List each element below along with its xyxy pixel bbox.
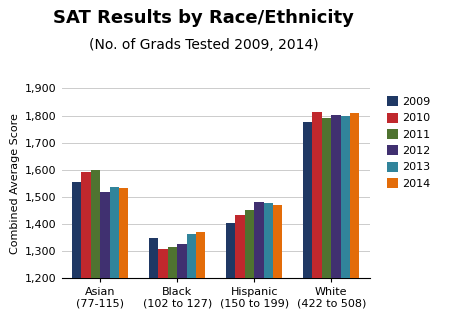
- Bar: [322, 118, 331, 316]
- Bar: [109, 187, 119, 316]
- Bar: [254, 202, 264, 316]
- Bar: [350, 113, 359, 316]
- Bar: [91, 170, 100, 316]
- Bar: [168, 247, 177, 316]
- Bar: [72, 182, 82, 316]
- Bar: [177, 244, 187, 316]
- Bar: [245, 210, 254, 316]
- Bar: [312, 112, 322, 316]
- Bar: [187, 234, 196, 316]
- Y-axis label: Combined Average Score: Combined Average Score: [9, 113, 19, 254]
- Bar: [303, 122, 312, 316]
- Bar: [196, 232, 205, 316]
- Bar: [119, 188, 128, 316]
- Bar: [264, 203, 273, 316]
- Bar: [273, 205, 283, 316]
- Bar: [226, 223, 236, 316]
- Legend: 2009, 2010, 2011, 2012, 2013, 2014: 2009, 2010, 2011, 2012, 2013, 2014: [384, 94, 433, 191]
- Bar: [341, 116, 350, 316]
- Bar: [158, 249, 168, 316]
- Text: (No. of Grads Tested 2009, 2014): (No. of Grads Tested 2009, 2014): [89, 38, 319, 52]
- Bar: [331, 115, 341, 316]
- Bar: [149, 238, 158, 316]
- Bar: [100, 192, 109, 316]
- Text: SAT Results by Race/Ethnicity: SAT Results by Race/Ethnicity: [54, 9, 354, 27]
- Bar: [236, 215, 245, 316]
- Bar: [82, 172, 91, 316]
